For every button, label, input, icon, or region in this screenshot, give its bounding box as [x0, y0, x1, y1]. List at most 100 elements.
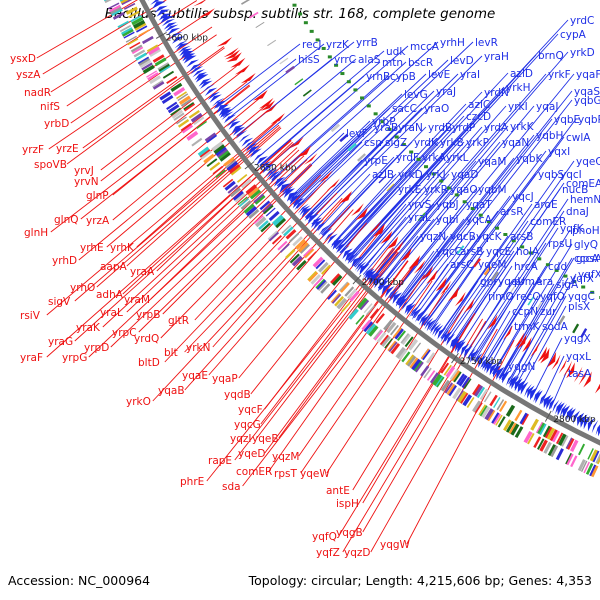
gene-label-forward: yqzN [420, 231, 446, 243]
gene-label-forward: rpsU [548, 238, 572, 250]
gene-label-reverse: yrdQ [134, 333, 159, 345]
gene-label-forward: sigZ [385, 137, 407, 149]
gene-label-forward: levD [450, 55, 474, 67]
gene-labels: recJ yrzK yrrB hisS yrrC alaS udk mccA yrhH levR m… [10, 15, 600, 559]
gene-label-reverse: yqfZ [316, 547, 340, 559]
gene-label-forward: yqaT [466, 199, 492, 211]
gene-label-forward: yrdC [570, 15, 594, 27]
gene-label-reverse: gltR [168, 315, 189, 327]
gene-label-forward: nucB [562, 184, 588, 196]
gene-label-forward: yqfK [560, 223, 585, 235]
gene-label-forward: yrkE [398, 184, 421, 196]
gene-label-forward: yqcB [450, 231, 476, 243]
gene-label-forward: yqbS [538, 169, 565, 181]
gene-label-forward: yqcC [436, 246, 462, 258]
gene-label-forward: yrdB [428, 122, 452, 134]
gene-label-reverse: spoVB [34, 159, 67, 171]
gene-label-forward: yqfO [540, 291, 565, 303]
gene-label-reverse: nifS [40, 101, 60, 113]
gene-label-forward: cypA [560, 29, 587, 41]
gene-label-forward: comER [530, 216, 566, 228]
gene-label-reverse: yrpD [84, 342, 109, 354]
gene-label-forward: glyQ [574, 239, 598, 251]
gene-label-forward: yrhH [440, 37, 465, 49]
gene-label-reverse: yrkO [126, 396, 151, 408]
kbp-tick-mark [352, 274, 362, 285]
gene-label-reverse: rpsT [274, 468, 297, 480]
gene-label-forward: yqeM [478, 259, 506, 271]
gene-label-forward: dnaJ [566, 206, 589, 218]
gene-label-forward: yrkI [508, 101, 528, 113]
gene-label-reverse: yqeB [252, 433, 279, 445]
gene-label-forward: rimO [488, 291, 514, 303]
gene-label-forward: recJ [302, 39, 321, 51]
gene-label-reverse: aapA [100, 261, 128, 273]
gene-label-reverse: yqaB [158, 385, 185, 397]
gene-label-forward: yrzK [326, 39, 350, 51]
gene-label-forward: yrkL [446, 152, 469, 164]
kbp-tick-label: 2600 kbp [166, 33, 209, 43]
gene-label-forward: cypB [390, 71, 416, 83]
gene-label-forward: sigA [556, 279, 579, 291]
gene-label-forward: era [536, 276, 553, 288]
gene-label-reverse: yrkN [186, 342, 210, 354]
gene-label-forward: levG [404, 89, 428, 101]
backbone-ring [139, 0, 600, 446]
gene-label-forward: yqcE [486, 246, 511, 258]
gene-label-forward: yraB [374, 122, 398, 134]
gene-label-forward: brnQ [538, 50, 564, 62]
gene-label-forward: gpsA [576, 253, 600, 265]
gene-label-forward: yrrC [334, 54, 356, 66]
gene-label-reverse: yrpB [136, 309, 160, 321]
gene-label-reverse: yqzI [230, 433, 252, 445]
gene-label-forward: yrdA [484, 122, 509, 134]
gene-label-forward: comEA [566, 178, 600, 190]
gene-label-forward: aroE [534, 199, 558, 211]
gene-label-forward: ccpN [512, 306, 538, 318]
gene-label-forward: yqaS [574, 86, 600, 98]
gene-label-reverse: glnQ [54, 214, 79, 226]
gene-label-forward: yqbM [478, 184, 507, 196]
gene-label-forward: yrkB [440, 137, 464, 149]
kbp-tick-label: 2700 kbp [362, 278, 405, 288]
gene-label-reverse: yqcG [234, 419, 261, 431]
gene-label-forward: czcD [466, 111, 491, 123]
gene-label-reverse: glnH [24, 227, 48, 239]
gene-label-forward: levF [346, 128, 368, 140]
gene-label-reverse: yqfQ [312, 531, 337, 543]
gene-label-reverse: yqeW [300, 468, 330, 480]
gene-label-reverse: yqgB [336, 527, 363, 539]
gene-label-forward: plsX [568, 301, 590, 313]
gene-label-reverse: yraK [76, 322, 101, 334]
gene-label-forward: phoH [572, 225, 600, 237]
gene-label-reverse: glnP [86, 190, 109, 202]
gene-label-forward: zur [540, 306, 557, 318]
gene-label-forward: prmA [514, 276, 543, 288]
gene-label-forward: yqaM [478, 156, 506, 168]
gene-label-reverse: yqeD [238, 448, 265, 460]
gene-label-forward: yqeG [576, 156, 600, 168]
gene-label-forward: yraI [460, 69, 480, 81]
gene-label-forward: yqcA [466, 214, 493, 226]
gene-label-forward: yqaJ [536, 101, 558, 113]
gene-label-reverse: nadR [24, 87, 51, 99]
kbp-tick-label: 2750 kbp [460, 357, 503, 367]
gene-label-forward: mccA [410, 41, 440, 53]
gene-label-forward: arsC [450, 259, 474, 271]
gene-label-forward: tasA [568, 368, 592, 380]
gene-label-forward: yqgC [568, 291, 595, 303]
gene-label-forward: yqcI [560, 169, 582, 181]
gene-label-forward: yqaN [502, 137, 529, 149]
gene-label-forward: azlD [510, 68, 533, 80]
gene-label-reverse: yqcF [238, 404, 263, 416]
kbp-tick-label: 2800 kbp [553, 415, 596, 425]
gene-label-forward: yqeU [498, 276, 525, 288]
gene-label-forward: hisS [298, 54, 320, 66]
gene-label-reverse: yraG [48, 336, 73, 348]
gene-label-forward: yqbH [536, 130, 563, 142]
gene-label-reverse: sigV [48, 296, 71, 308]
accession-text: Accession: NC_000964 [8, 573, 151, 588]
gene-label-forward: azlC [468, 99, 490, 111]
gene-label-forward: bscR [408, 57, 433, 69]
gene-label-forward: yrdP [452, 122, 475, 134]
